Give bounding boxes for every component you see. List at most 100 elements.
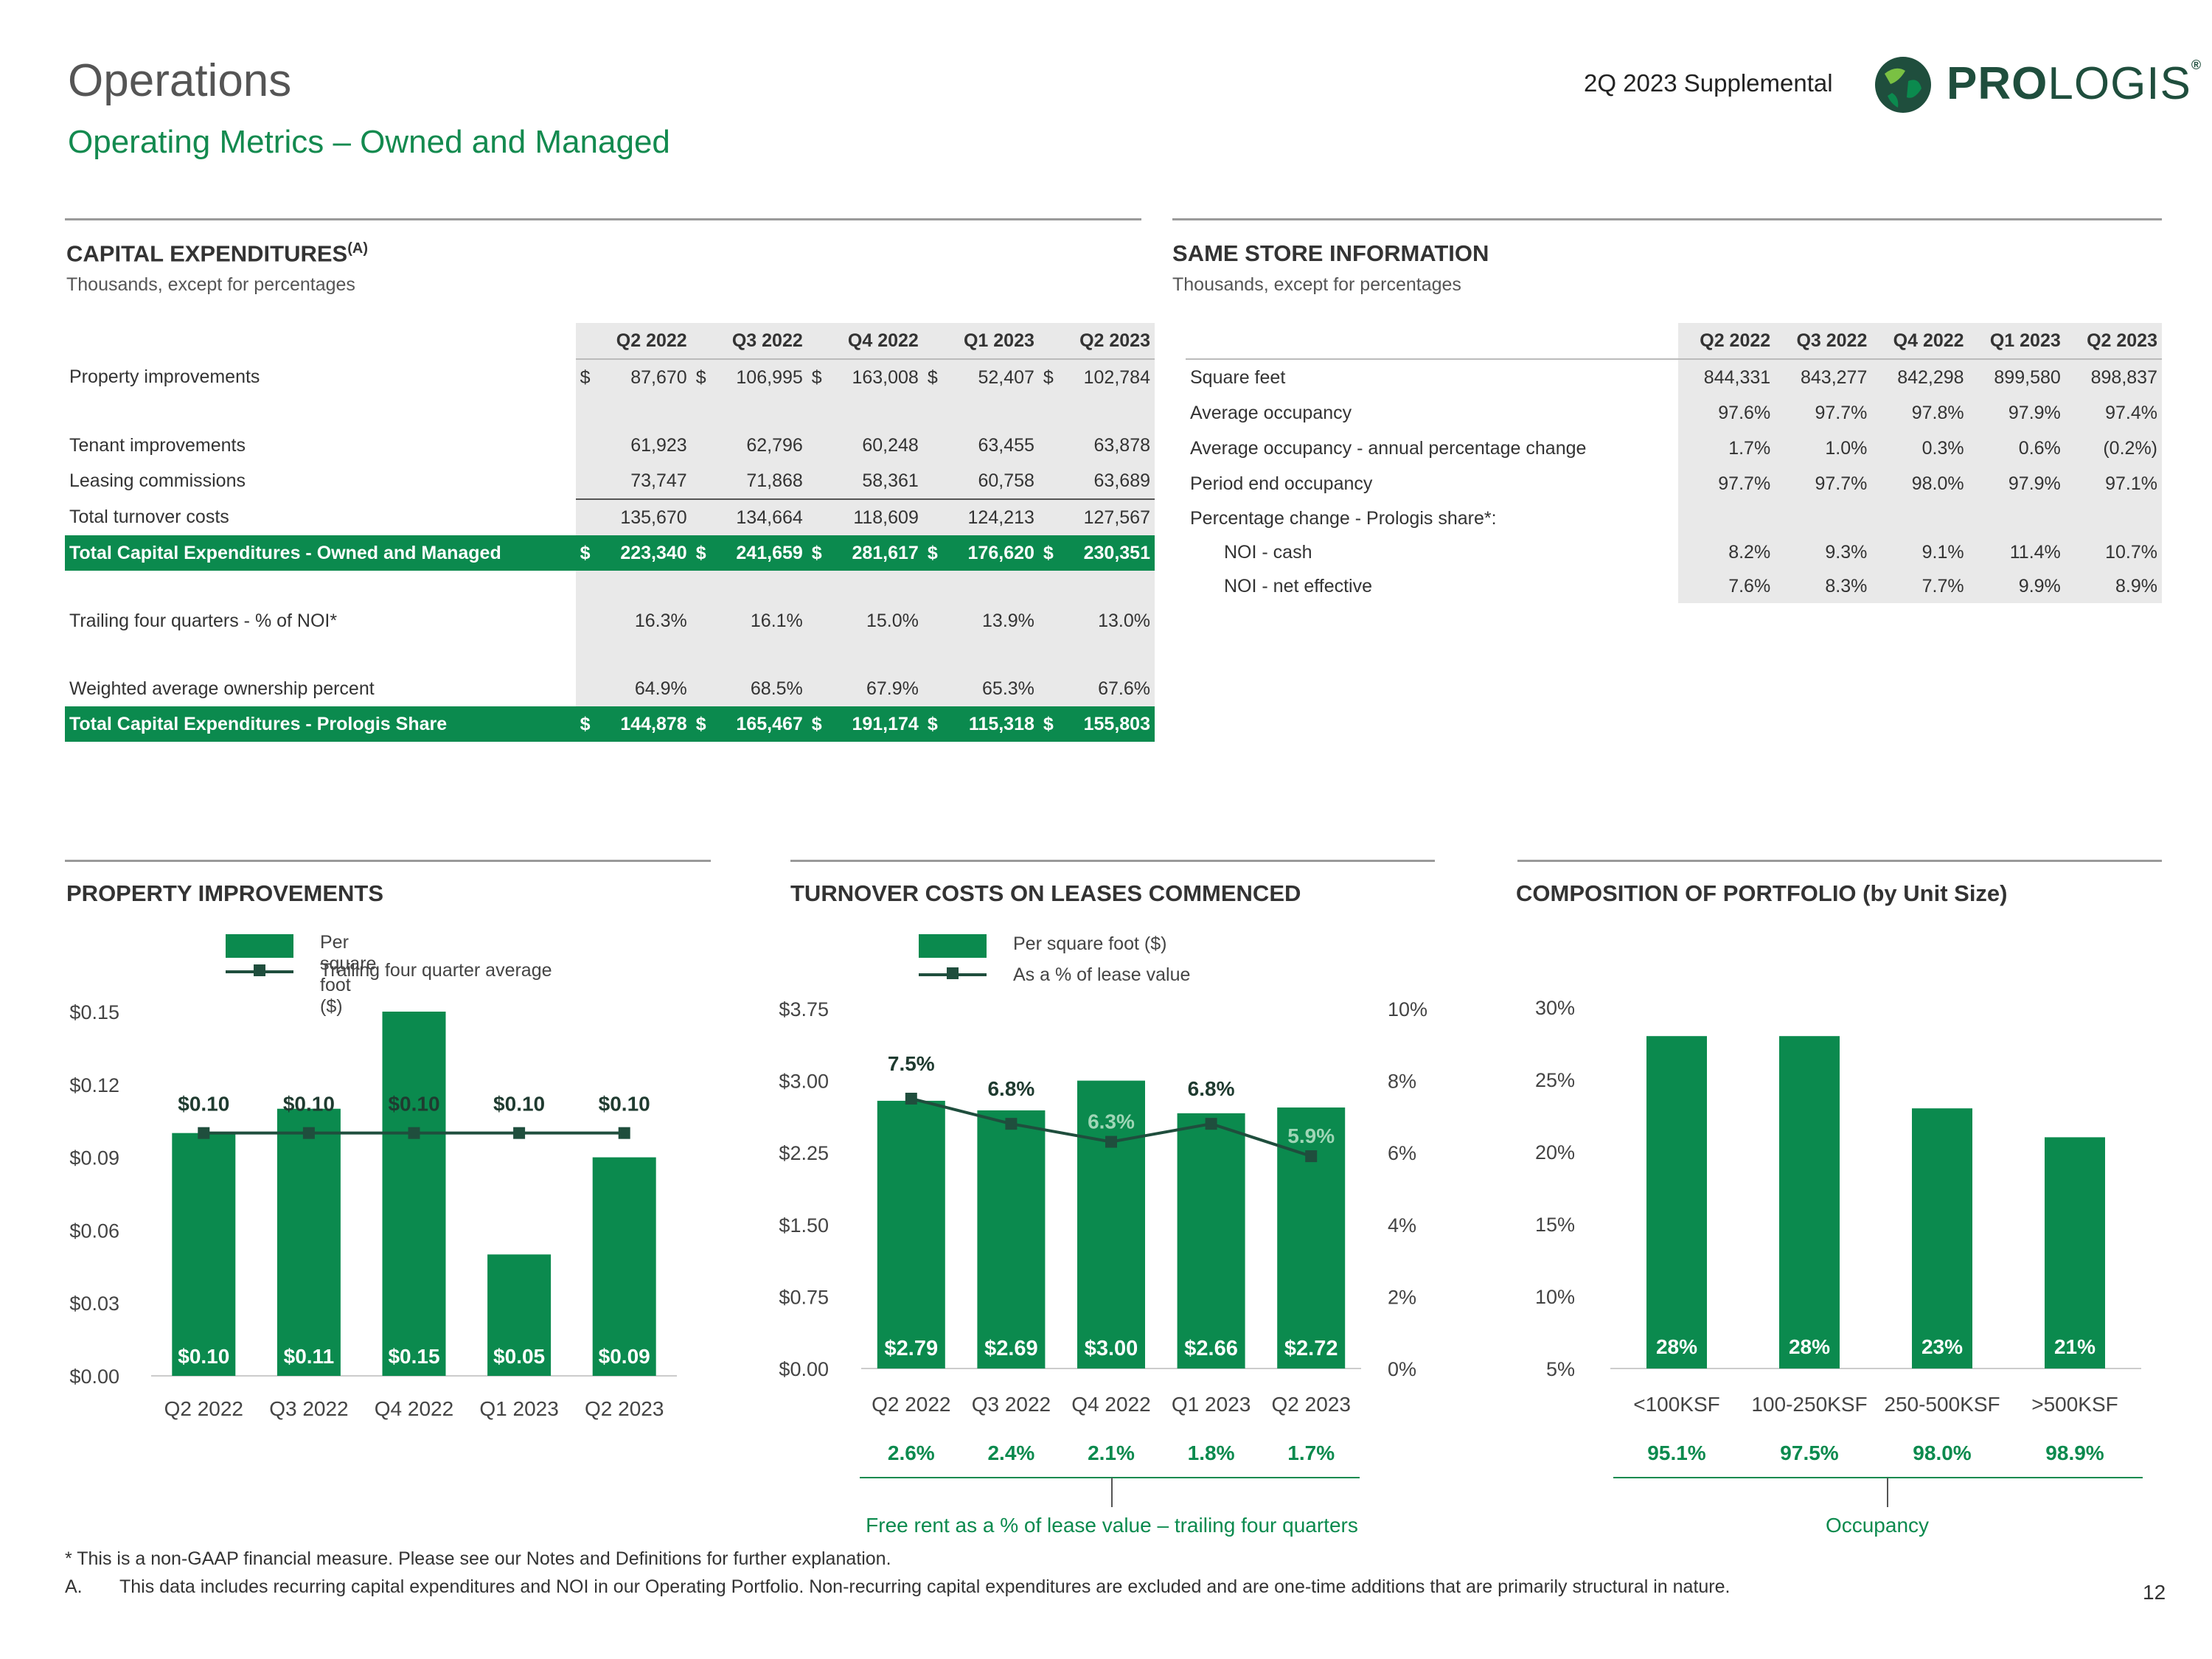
spacer-cell xyxy=(946,571,1039,603)
value-cell: 60,758 xyxy=(946,463,1039,499)
value-cell: 67.6% xyxy=(1062,671,1155,706)
x-tick-label: Q1 2023 xyxy=(479,1397,558,1420)
prologis-logo: PROLOGIS® xyxy=(1870,52,2201,118)
value-cell: 115,318 xyxy=(946,706,1039,742)
value-cell: 843,277 xyxy=(1775,359,1872,395)
row-label: Weighted average ownership percent xyxy=(69,678,375,699)
row-label: NOI - net effective xyxy=(1224,575,1373,597)
legend-line-marker xyxy=(947,967,959,979)
currency-sign: $ xyxy=(691,535,715,571)
value-cell: 8.9% xyxy=(2065,569,2162,603)
value-cell: 52,407 xyxy=(946,359,1039,395)
spacer-cell xyxy=(1038,639,1062,671)
currency-sign xyxy=(807,428,831,463)
value-cell: 8.3% xyxy=(1775,569,1872,603)
legend-line-label: Trailing four quarter average xyxy=(320,960,552,981)
value-cell: 97.8% xyxy=(1871,395,1969,431)
currency-sign xyxy=(691,671,715,706)
x-tick-label: <100KSF xyxy=(1633,1393,1720,1416)
value-cell: 97.9% xyxy=(1968,395,2065,431)
currency-sign xyxy=(922,428,947,463)
column-header: Q4 2022 xyxy=(830,323,923,360)
value-cell: 0.3% xyxy=(1871,431,1969,466)
value-cell: 63,878 xyxy=(1062,428,1155,463)
value-cell: 11.4% xyxy=(1968,535,2065,569)
x-tick-label: Q4 2022 xyxy=(1071,1393,1150,1416)
currency-sign xyxy=(1038,428,1062,463)
y-tick-label: 30% xyxy=(1535,997,1575,1019)
value-cell: 898,837 xyxy=(2065,359,2162,395)
y-tick-label: $1.50 xyxy=(779,1214,829,1237)
value-cell: 61,923 xyxy=(599,428,692,463)
value-cell: 241,659 xyxy=(714,535,807,571)
bar xyxy=(2045,1137,2105,1368)
value-cell: 62,796 xyxy=(714,428,807,463)
line-marker xyxy=(1305,1150,1318,1163)
y2-tick-label: 2% xyxy=(1388,1286,1416,1308)
spacer-cell xyxy=(599,639,692,671)
bar xyxy=(172,1133,236,1376)
same-store-row: Average occupancy - annual percentage ch… xyxy=(1186,431,2162,466)
y2-tick-label: 4% xyxy=(1388,1214,1416,1237)
value-cell: 165,467 xyxy=(714,706,807,742)
x-tick-label: >500KSF xyxy=(2031,1393,2118,1416)
capex-row: Leasing commissions 73,747 71,868 58,361 60,… xyxy=(65,463,1155,499)
spacer-cell xyxy=(830,639,923,671)
y-tick-label: $2.25 xyxy=(779,1142,829,1164)
bar-value-label: $3.00 xyxy=(1085,1337,1138,1360)
spacer-cell xyxy=(946,395,1039,428)
value-cell: 73,747 xyxy=(599,463,692,499)
bar-value-label: $0.15 xyxy=(388,1345,439,1368)
value-cell: 1.0% xyxy=(1775,431,1872,466)
header-blank xyxy=(922,323,947,360)
value-cell xyxy=(1968,501,2065,535)
currency-sign: $ xyxy=(575,535,599,571)
bar xyxy=(382,1012,446,1376)
header-blank xyxy=(807,323,831,360)
footer-label: Free rent as a % of lease value – traili… xyxy=(866,1514,1358,1537)
line-marker xyxy=(302,1127,315,1139)
footnote-star: * This is a non-GAAP financial measure. … xyxy=(65,1548,891,1569)
bar xyxy=(487,1254,552,1376)
same-store-row: Average occupancy 97.6% 97.7% 97.8% 97.9% 97.… xyxy=(1186,395,2162,431)
y-tick-label: 25% xyxy=(1535,1069,1575,1091)
line-value-label: $0.10 xyxy=(283,1093,335,1116)
bar xyxy=(592,1157,656,1376)
capex-table: Q2 2022 Q3 2022 Q4 2022 Q1 2023 Q2 2023 Prope… xyxy=(65,323,1155,742)
footer-value: 97.5% xyxy=(1780,1441,1838,1464)
spacer-row xyxy=(65,639,1155,671)
globe-icon xyxy=(1875,57,1931,113)
bar-value-label: $2.69 xyxy=(984,1337,1038,1360)
x-tick-label: Q2 2022 xyxy=(164,1397,243,1420)
spacer-cell xyxy=(691,639,715,671)
value-cell: 118,609 xyxy=(830,498,923,535)
spacer-cell xyxy=(807,395,831,428)
spacer-row xyxy=(65,395,1155,428)
footnote-a-marker: A. xyxy=(65,1576,83,1597)
same-store-row: Period end occupancy 97.7% 97.7% 98.0% 97.9%… xyxy=(1186,466,2162,501)
capex-note: Thousands, except for percentages xyxy=(66,274,355,295)
capex-row: Property improvements $87,670 $106,995 $163… xyxy=(65,359,1155,395)
same-store-table: Q2 2022 Q3 2022 Q4 2022 Q1 2023 Q2 2023 Squar… xyxy=(1186,323,2162,603)
line-marker xyxy=(1205,1118,1217,1130)
currency-sign: $ xyxy=(922,359,947,395)
capex-title-sup: (A) xyxy=(347,240,368,257)
spacer-cell xyxy=(691,571,715,603)
page-number: 12 xyxy=(2143,1581,2166,1604)
bar-value-label: 23% xyxy=(1921,1335,1963,1358)
line-marker xyxy=(1005,1118,1018,1130)
value-cell: 9.9% xyxy=(1968,569,2065,603)
legend-line-marker xyxy=(254,964,265,976)
spacer-cell xyxy=(807,571,831,603)
bar-value-label: $0.10 xyxy=(178,1345,229,1368)
bar-value-label: $0.11 xyxy=(284,1345,335,1368)
chart2-divider xyxy=(790,860,1435,862)
spacer-cell xyxy=(922,395,947,428)
row-label: Leasing commissions xyxy=(69,470,246,491)
value-cell: 68.5% xyxy=(714,671,807,706)
currency-sign xyxy=(575,498,599,535)
x-tick-label: Q1 2023 xyxy=(1172,1393,1251,1416)
value-cell: 97.7% xyxy=(1677,466,1775,501)
currency-sign xyxy=(922,463,947,499)
column-header: Q1 2023 xyxy=(946,323,1039,360)
